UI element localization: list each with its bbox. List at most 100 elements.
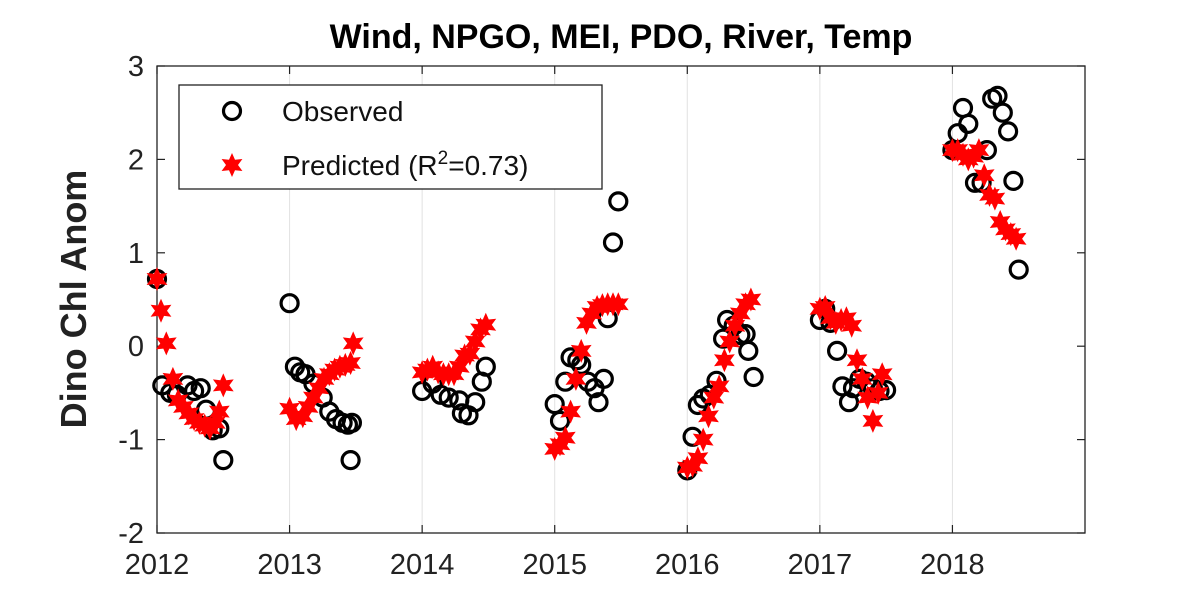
- x-tick-label: 2018: [920, 549, 985, 581]
- observed-point: [826, 340, 848, 361]
- predicted-point: [841, 313, 863, 338]
- predicted-point: [836, 306, 857, 331]
- observed-point: [738, 340, 759, 361]
- observed-point: [997, 121, 1019, 142]
- predicted-point: [724, 313, 746, 338]
- predicted-point: [554, 425, 576, 450]
- predicted-point: [422, 354, 444, 379]
- x-tick-label: 2014: [390, 549, 455, 581]
- predicted-point: [714, 348, 735, 373]
- observed-point: [958, 113, 979, 135]
- predicted-point: [212, 373, 234, 398]
- predicted-point: [1005, 226, 1027, 251]
- predicted-point: [862, 408, 884, 433]
- predicted-point: [581, 301, 603, 326]
- predicted-point: [549, 432, 571, 457]
- observed-point: [743, 366, 764, 388]
- x-tick-label: 2016: [655, 549, 720, 581]
- predicted-point: [204, 410, 226, 435]
- predicted-point: [308, 376, 330, 401]
- y-axis-label: Dino Chl Anom: [53, 170, 94, 429]
- predicted-point: [150, 298, 172, 323]
- x-tick-label: 2017: [788, 549, 853, 581]
- observed-point: [341, 412, 362, 433]
- predicted-point: [173, 394, 194, 419]
- observed-point: [608, 191, 629, 212]
- y-tick-label: -1: [118, 425, 144, 457]
- predicted-point: [989, 210, 1011, 234]
- predicted-point: [814, 295, 836, 319]
- observed-point: [1008, 259, 1029, 280]
- observed-point: [475, 356, 496, 377]
- predicted-point: [608, 292, 629, 317]
- x-tick-label: 2015: [522, 549, 587, 581]
- predicted-point: [984, 186, 1006, 211]
- data-points: [146, 85, 1029, 481]
- legend-observed-marker: [221, 100, 243, 122]
- predicted-point: [167, 388, 189, 413]
- observed-point: [340, 450, 361, 471]
- plot-area: [156, 65, 1086, 534]
- predicted-point: [973, 163, 995, 188]
- predicted-point: [692, 427, 714, 452]
- predicted-point: [867, 380, 889, 405]
- predicted-point: [703, 385, 725, 410]
- predicted-point: [719, 329, 741, 354]
- predicted-point: [448, 354, 470, 379]
- observed-point: [549, 410, 571, 431]
- observed-point: [992, 102, 1013, 123]
- observed-point: [838, 392, 860, 413]
- y-tick-label: -2: [118, 518, 144, 550]
- observed-point: [987, 85, 1008, 107]
- predicted-point: [576, 310, 597, 335]
- legend-predicted-marker: [221, 153, 243, 177]
- y-tick-label: 2: [128, 144, 144, 176]
- predicted-point: [682, 453, 703, 478]
- observed-point: [279, 293, 300, 314]
- observed-point: [190, 378, 211, 399]
- predicted-point: [871, 362, 893, 387]
- x-tick-label: 2013: [257, 549, 322, 581]
- r-squared-value: 0.73: [465, 150, 520, 181]
- predicted-point: [459, 341, 481, 366]
- predicted-point: [178, 401, 200, 426]
- predicted-point: [698, 404, 719, 429]
- predicted-point: [729, 301, 751, 326]
- legend-observed-label: Observed: [282, 96, 403, 127]
- predicted-point: [963, 144, 984, 169]
- predicted-point: [292, 404, 314, 429]
- observed-point: [213, 450, 234, 471]
- observed-point: [593, 368, 614, 389]
- predicted-point: [340, 351, 361, 375]
- predicted-point: [208, 399, 230, 424]
- predicted-point: [155, 331, 177, 356]
- predicted-point: [560, 399, 581, 424]
- legend-predicted-label: Predicted (R2=0.73): [282, 148, 528, 181]
- predicted-point: [857, 385, 878, 410]
- observed-point: [465, 392, 486, 413]
- legend-box: [178, 84, 603, 190]
- predicted-point: [146, 267, 168, 291]
- observed-point: [588, 392, 609, 413]
- predicted-point: [570, 338, 592, 363]
- observed-point: [1003, 170, 1024, 191]
- observed-point: [438, 387, 459, 408]
- predicted-point: [851, 366, 873, 391]
- x-tick-label: 2012: [125, 549, 190, 581]
- predicted-point: [687, 446, 709, 471]
- axis-ticks: 2012 2013 2014 2015 2016 2017 2018 -2 -1 0 1 2 3: [118, 51, 1085, 581]
- predicted-point: [162, 366, 184, 391]
- y-tick-label: 0: [128, 331, 144, 363]
- chart-title: Wind, NPGO, MEI, PDO, River, Temp: [330, 18, 913, 56]
- y-tick-label: 3: [128, 51, 144, 83]
- predicted-point: [968, 138, 990, 163]
- predicted-point: [279, 396, 300, 421]
- observed-point: [602, 232, 624, 253]
- predicted-point: [708, 374, 730, 399]
- predicted-point: [443, 362, 465, 387]
- legend: Observed Predicted (R2=0.73): [178, 84, 603, 190]
- predicted-point: [565, 366, 587, 391]
- predicted-point: [342, 331, 364, 356]
- predicted-point: [464, 329, 486, 354]
